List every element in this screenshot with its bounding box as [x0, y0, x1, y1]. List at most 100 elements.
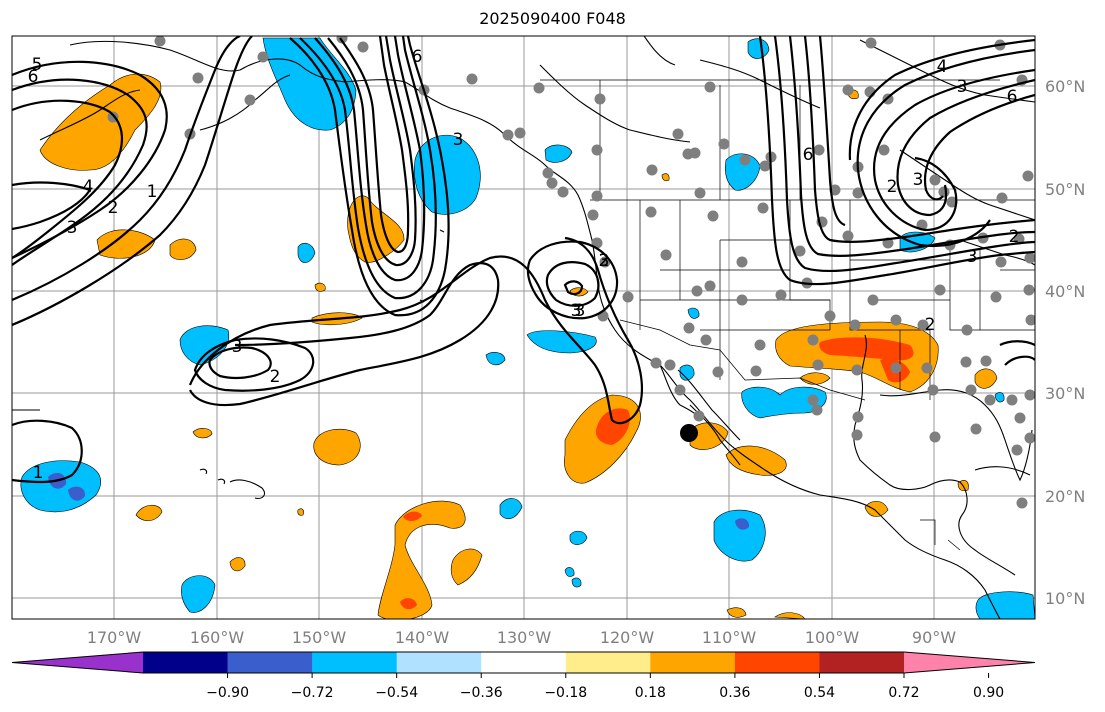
station-dot — [851, 429, 863, 441]
station-dot — [1014, 412, 1026, 424]
station-dot — [357, 41, 369, 53]
station-dot — [736, 294, 748, 306]
station-dot — [852, 187, 864, 199]
station-dot — [1011, 444, 1023, 456]
longitude-label: 120°W — [600, 628, 655, 647]
station-dot — [807, 334, 819, 346]
strong-positive-anomaly-cores — [400, 337, 914, 610]
contour-label: 3 — [957, 77, 968, 97]
colorbar-segment — [565, 652, 651, 673]
station-dot — [622, 291, 634, 303]
colorbar-tick-label: −0.90 — [206, 685, 249, 701]
station-dot — [867, 294, 879, 306]
contour-label: 6 — [28, 67, 39, 87]
station-dot — [1006, 394, 1018, 406]
station-dot — [929, 174, 941, 186]
station-dot — [996, 192, 1008, 204]
station-dot — [660, 249, 672, 261]
contour-label: 2 — [599, 251, 610, 271]
contour-label: 2 — [925, 315, 936, 335]
latitude-label: 30°N — [1045, 384, 1085, 403]
colorbar: −0.90 −0.72 −0.54 −0.36 −0.18 0.18 0.36 0.54 0.7… — [11, 651, 1036, 701]
longitude-label: 110°W — [702, 628, 757, 647]
colorbar-outline — [11, 651, 1036, 674]
station-dot — [929, 431, 941, 443]
latitude-label: 10°N — [1045, 589, 1085, 608]
station-dot — [712, 366, 724, 378]
colorbar-tick-label: 0.54 — [804, 685, 835, 701]
station-dot — [542, 167, 554, 179]
station-dot — [1024, 389, 1035, 401]
station-dot — [594, 93, 606, 105]
station-dot — [946, 196, 958, 208]
station-dot — [650, 357, 662, 369]
contour-label: 3 — [967, 247, 978, 267]
colorbar-segment — [819, 652, 905, 673]
longitude-label: 170°W — [87, 628, 142, 647]
contour-label: 3 — [453, 130, 464, 150]
station-dot — [1016, 497, 1028, 509]
station-dot — [995, 256, 1007, 268]
contour-label: 3 — [575, 301, 586, 321]
station-dot — [757, 202, 769, 214]
colorbar-tick-label: −0.72 — [291, 685, 334, 701]
station-dot — [700, 334, 712, 346]
contour-label: 3 — [67, 218, 78, 238]
latitude-label: 20°N — [1045, 487, 1085, 506]
contour-label: 1 — [147, 182, 158, 202]
station-dot — [890, 362, 902, 374]
station-dot — [645, 206, 657, 218]
station-dot — [257, 51, 269, 63]
station-dot — [927, 384, 939, 396]
station-dot — [591, 190, 603, 202]
latitude-label: 50°N — [1045, 180, 1085, 199]
station-dot — [591, 144, 603, 156]
station-dot — [849, 319, 861, 331]
colorbar-tick-label: −0.36 — [460, 685, 503, 701]
station-dot — [865, 37, 877, 49]
longitude-labels: 170°W 160°W 150°W 140°W 130°W 120°W 110°W 100°W… — [87, 628, 956, 647]
station-dot — [921, 362, 933, 374]
contour-label: 2 — [887, 177, 898, 197]
station-dot — [1013, 233, 1025, 245]
station-dot — [557, 186, 569, 198]
station-dot — [736, 256, 748, 268]
station-dot — [811, 404, 823, 416]
station-dot — [646, 164, 658, 176]
station-dot — [852, 411, 864, 423]
station-dot — [154, 36, 166, 47]
contour-label: 3 — [599, 251, 610, 271]
station-dot — [754, 339, 766, 351]
longitude-label: 90°W — [912, 628, 956, 647]
colorbar-tick-label: 0.36 — [719, 685, 750, 701]
station-dot — [878, 144, 890, 156]
station-dot — [961, 324, 973, 336]
station-dot — [980, 355, 992, 367]
station-dot — [587, 209, 599, 221]
station-dot — [965, 384, 977, 396]
latitude-labels: 60°N 50°N 40°N 30°N 20°N 10°N — [1045, 77, 1085, 608]
station-dot — [693, 410, 705, 422]
station-dot — [244, 94, 256, 106]
station-markers — [107, 36, 1035, 509]
map-frame — [11, 35, 1036, 620]
colorbar-tick-label: 0.90 — [973, 685, 1004, 701]
station-dot — [824, 310, 836, 322]
station-dot — [533, 82, 545, 94]
station-dot — [990, 291, 1002, 303]
latitude-label: 60°N — [1045, 77, 1085, 96]
station-dot — [1023, 284, 1035, 296]
map-title: 2025090400 F048 — [479, 9, 626, 28]
station-dot — [934, 284, 946, 296]
contour-label: 5 — [32, 55, 43, 75]
colorbar-max-extension — [904, 652, 1035, 673]
station-dot — [938, 186, 950, 198]
station-dot — [672, 128, 684, 140]
station-dot — [739, 154, 751, 166]
station-dot — [192, 72, 204, 84]
colorbar-segment — [312, 652, 398, 673]
colorbar-segment — [396, 652, 482, 673]
location-marker — [680, 424, 698, 442]
station-dot — [683, 322, 695, 334]
